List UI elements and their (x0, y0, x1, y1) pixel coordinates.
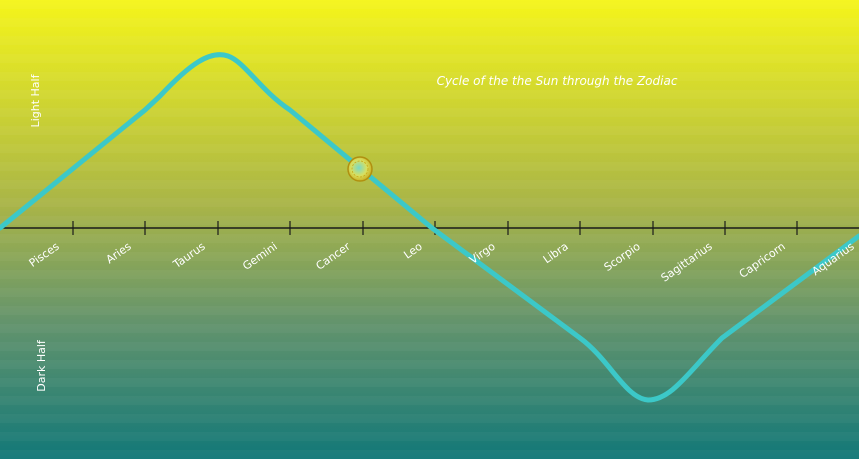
background-band (0, 234, 859, 243)
background-band (0, 0, 859, 9)
background-band (0, 54, 859, 63)
background-band (0, 18, 859, 27)
background-band (0, 432, 859, 441)
sun-icon (347, 156, 373, 182)
background-band (0, 180, 859, 189)
background-band (0, 342, 859, 351)
sun-path-curve (0, 52, 859, 403)
diagram-title: Cycle of the the Sun through the Zodiac (437, 74, 678, 88)
background-band (0, 162, 859, 171)
light-half-label: Light Half (29, 73, 42, 127)
background-band (0, 396, 859, 405)
background-band (0, 36, 859, 45)
background-band (0, 90, 859, 99)
dark-half-label: Dark Half (35, 339, 48, 392)
background-band (0, 198, 859, 207)
background-band (0, 270, 859, 279)
background-band (0, 288, 859, 297)
background-band (0, 306, 859, 315)
axis-ticks (72, 221, 798, 235)
background-band (0, 360, 859, 369)
background-band (0, 378, 859, 387)
background-band (0, 126, 859, 135)
background-band (0, 144, 859, 153)
background-band (0, 72, 859, 81)
background-band (0, 108, 859, 117)
background-band (0, 450, 859, 459)
background-band (0, 414, 859, 423)
